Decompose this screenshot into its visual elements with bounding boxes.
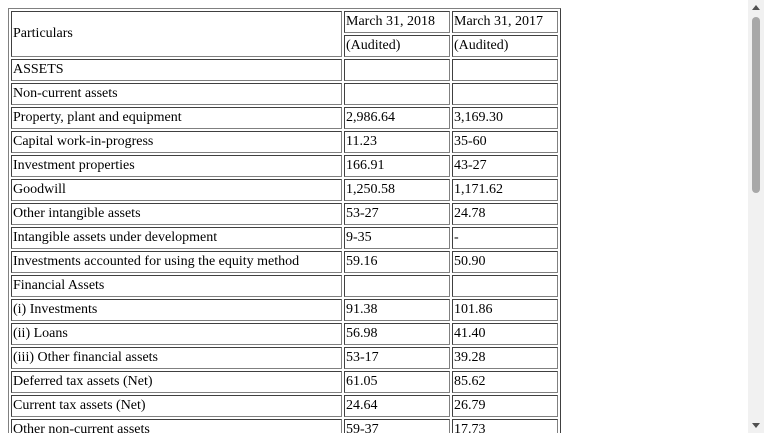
row-value-2017: 26.79 bbox=[452, 395, 558, 417]
table-row: Other non-current assets 59-37 17.73 bbox=[11, 419, 558, 433]
row-value-2018: 53-17 bbox=[344, 347, 450, 369]
row-label: (i) Investments bbox=[11, 299, 342, 321]
row-value-2017 bbox=[452, 83, 558, 105]
vertical-scrollbar[interactable] bbox=[748, 0, 764, 433]
header-col1-status: (Audited) bbox=[344, 35, 450, 57]
row-label: Non-current assets bbox=[11, 83, 342, 105]
row-value-2017: 101.86 bbox=[452, 299, 558, 321]
row-value-2018: 24.64 bbox=[344, 395, 450, 417]
row-label: Property, plant and equipment bbox=[11, 107, 342, 129]
scroll-down-arrow-icon[interactable] bbox=[752, 423, 760, 428]
table-row: (i) Investments 91.38 101.86 bbox=[11, 299, 558, 321]
table-row: Non-current assets bbox=[11, 83, 558, 105]
row-value-2017: 41.40 bbox=[452, 323, 558, 345]
row-label: Goodwill bbox=[11, 179, 342, 201]
scrollbar-thumb[interactable] bbox=[752, 17, 760, 193]
row-value-2017: 17.73 bbox=[452, 419, 558, 433]
header-col2-status: (Audited) bbox=[452, 35, 558, 57]
row-value-2017 bbox=[452, 275, 558, 297]
table-row: Investments accounted for using the equi… bbox=[11, 251, 558, 273]
row-label: (ii) Loans bbox=[11, 323, 342, 345]
row-value-2018: 91.38 bbox=[344, 299, 450, 321]
row-value-2017: 43-27 bbox=[452, 155, 558, 177]
table-row: Deferred tax assets (Net) 61.05 85.62 bbox=[11, 371, 558, 393]
header-particulars: Particulars bbox=[11, 11, 342, 57]
row-value-2018: 9-35 bbox=[344, 227, 450, 249]
row-value-2018 bbox=[344, 83, 450, 105]
table-row: (iii) Other financial assets 53-17 39.28 bbox=[11, 347, 558, 369]
row-label: Deferred tax assets (Net) bbox=[11, 371, 342, 393]
table-header-row: Particulars March 31, 2018 March 31, 201… bbox=[11, 11, 558, 57]
table-row: Goodwill 1,250.58 1,171.62 bbox=[11, 179, 558, 201]
row-value-2018: 61.05 bbox=[344, 371, 450, 393]
row-value-2017: 3,169.30 bbox=[452, 107, 558, 129]
row-value-2017 bbox=[452, 59, 558, 81]
row-value-2018: 11.23 bbox=[344, 131, 450, 153]
table-row: Current tax assets (Net) 24.64 26.79 bbox=[11, 395, 558, 417]
row-value-2017: 50.90 bbox=[452, 251, 558, 273]
table-row: Other intangible assets 53-27 24.78 bbox=[11, 203, 558, 225]
table-row: Intangible assets under development 9-35… bbox=[11, 227, 558, 249]
row-label: Intangible assets under development bbox=[11, 227, 342, 249]
row-value-2017: 39.28 bbox=[452, 347, 558, 369]
row-value-2017: - bbox=[452, 227, 558, 249]
scroll-up-arrow-icon[interactable] bbox=[752, 5, 760, 10]
document-viewport: Particulars March 31, 2018 March 31, 201… bbox=[8, 8, 561, 433]
row-value-2018 bbox=[344, 275, 450, 297]
row-label: (iii) Other financial assets bbox=[11, 347, 342, 369]
row-value-2017: 24.78 bbox=[452, 203, 558, 225]
balance-sheet-table: Particulars March 31, 2018 March 31, 201… bbox=[8, 8, 561, 433]
row-value-2017: 1,171.62 bbox=[452, 179, 558, 201]
header-col1-date: March 31, 2018 bbox=[344, 11, 450, 33]
row-value-2018: 59.16 bbox=[344, 251, 450, 273]
row-label: Current tax assets (Net) bbox=[11, 395, 342, 417]
row-value-2018 bbox=[344, 59, 450, 81]
row-label: Other intangible assets bbox=[11, 203, 342, 225]
row-value-2017: 35-60 bbox=[452, 131, 558, 153]
table-row: Property, plant and equipment 2,986.64 3… bbox=[11, 107, 558, 129]
row-label: Other non-current assets bbox=[11, 419, 342, 433]
header-col2-date: March 31, 2017 bbox=[452, 11, 558, 33]
table-header-row: (Audited) (Audited) bbox=[11, 35, 558, 57]
table-row: Financial Assets bbox=[11, 275, 558, 297]
row-value-2018: 56.98 bbox=[344, 323, 450, 345]
row-value-2017: 85.62 bbox=[452, 371, 558, 393]
row-value-2018: 1,250.58 bbox=[344, 179, 450, 201]
table-row: (ii) Loans 56.98 41.40 bbox=[11, 323, 558, 345]
table-row: Capital work-in-progress 11.23 35-60 bbox=[11, 131, 558, 153]
table-row: Investment properties 166.91 43-27 bbox=[11, 155, 558, 177]
table-row: ASSETS bbox=[11, 59, 558, 81]
row-value-2018: 166.91 bbox=[344, 155, 450, 177]
row-value-2018: 59-37 bbox=[344, 419, 450, 433]
row-label: Investments accounted for using the equi… bbox=[11, 251, 342, 273]
row-value-2018: 53-27 bbox=[344, 203, 450, 225]
row-label: Capital work-in-progress bbox=[11, 131, 342, 153]
row-label: Investment properties bbox=[11, 155, 342, 177]
row-label: Financial Assets bbox=[11, 275, 342, 297]
row-value-2018: 2,986.64 bbox=[344, 107, 450, 129]
row-label: ASSETS bbox=[11, 59, 342, 81]
